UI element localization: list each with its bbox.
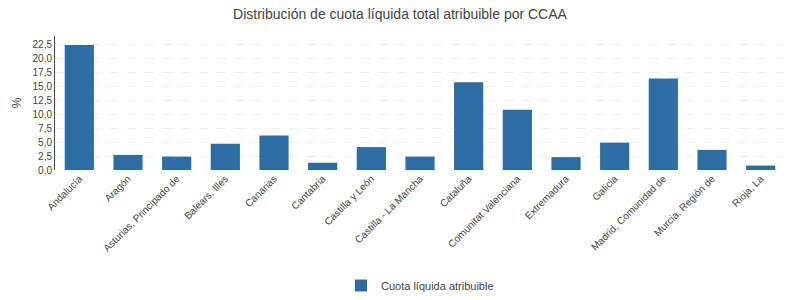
svg-text:%: % xyxy=(10,97,24,108)
svg-text:Rioja, La: Rioja, La xyxy=(730,173,766,209)
svg-text:Castilla y León: Castilla y León xyxy=(322,173,376,227)
svg-text:Distribución de cuota líquida: Distribución de cuota líquida total atri… xyxy=(233,6,568,22)
svg-text:0,0: 0,0 xyxy=(38,165,52,176)
svg-text:Asturias, Principado de: Asturias, Principado de xyxy=(101,173,182,254)
svg-text:Cataluña: Cataluña xyxy=(438,173,474,209)
svg-text:22,5: 22,5 xyxy=(33,39,53,50)
svg-text:20,0: 20,0 xyxy=(33,53,53,64)
svg-text:Madrid, Comunidad de: Madrid, Comunidad de xyxy=(589,173,669,253)
svg-text:Balears, Illes: Balears, Illes xyxy=(182,173,230,221)
svg-text:Aragón: Aragón xyxy=(102,173,133,204)
svg-text:Comunitat Valenciana: Comunitat Valenciana xyxy=(446,173,523,250)
svg-text:15,0: 15,0 xyxy=(33,81,53,92)
svg-text:Cuota líquida atribuible: Cuota líquida atribuible xyxy=(381,280,494,292)
svg-text:7,5: 7,5 xyxy=(38,123,52,134)
svg-text:12,5: 12,5 xyxy=(33,95,53,106)
svg-text:2,5: 2,5 xyxy=(38,151,52,162)
svg-text:5,0: 5,0 xyxy=(38,137,52,148)
svg-text:Canarias: Canarias xyxy=(243,173,279,209)
svg-text:10,0: 10,0 xyxy=(33,109,53,120)
svg-text:Cantabria: Cantabria xyxy=(289,173,328,212)
svg-text:17,5: 17,5 xyxy=(33,67,53,78)
svg-text:Extremadura: Extremadura xyxy=(523,173,572,222)
svg-text:Andalucía: Andalucía xyxy=(45,173,85,213)
svg-text:Galicia: Galicia xyxy=(590,173,620,203)
svg-text:Murcia, Región de: Murcia, Región de xyxy=(652,173,717,238)
svg-text:Castilla - La Mancha: Castilla - La Mancha xyxy=(353,173,426,246)
